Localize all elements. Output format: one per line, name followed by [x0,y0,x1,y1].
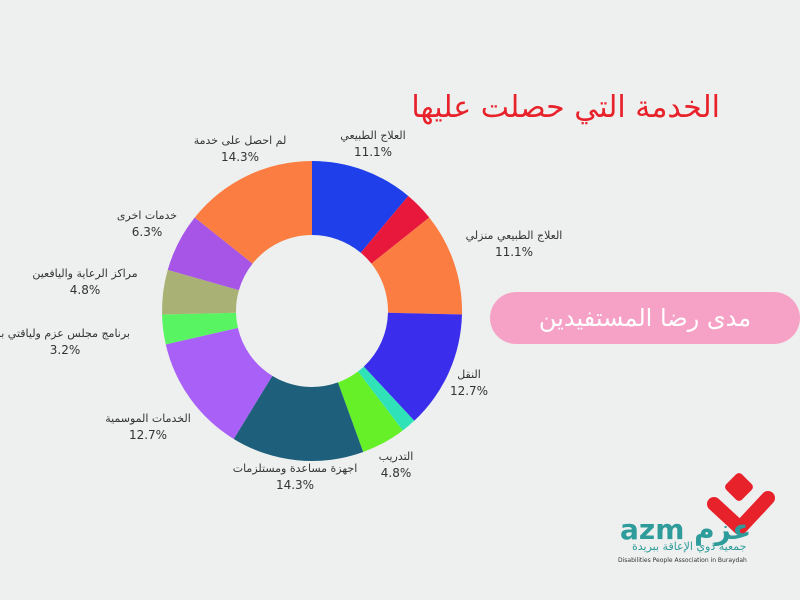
donut-slice-2 [371,217,462,315]
label-home-physical-therapy: العلاج الطبيعي منزلي 11.1% [465,229,563,259]
donut-slice-7 [165,327,273,439]
label-other-services: خدمات اخرى 6.3% [116,209,178,239]
donut-slice-11 [194,161,312,264]
donut-slice-3 [363,312,462,421]
azm-logo-icon [707,473,775,535]
donut-slice-4 [357,366,415,431]
donut-slice-0 [312,161,409,253]
logo-subtitle-arabic: جمعية ذوي الإعاقة ببريدة [632,540,747,553]
label-no-service: لم احصل على خدمة 14.3% [193,134,287,164]
donut-slice-8 [162,312,238,345]
label-assistive-devices: اجهزة مساعدة ومستلزمات 14.3% [232,462,358,492]
satisfaction-pill-label: مدى رضا المستفيدين [538,304,752,332]
chart-title: الخدمة التي حصلت عليها [411,90,720,125]
donut-slice-5 [337,371,403,452]
label-azm-council-program: برنامج مجلس عزم ولياقتي با 3.2% [0,327,130,357]
label-physical-therapy: العلاج الطبيعي 11.1% [340,129,406,159]
satisfaction-pill[interactable]: مدى رضا المستفيدين [490,292,800,344]
label-care-centers: مراكز الرعاية واليافعين 4.8% [32,267,138,297]
label-seasonal-services: الخدمات الموسمية 12.7% [105,412,191,442]
donut-slice-6 [233,375,364,461]
label-training: التدريب 4.8% [378,450,414,480]
logo-wordmark: azm عزم [620,513,752,546]
label-transport: النقل 12.7% [449,368,489,398]
donut-slice-1 [360,195,430,264]
donut-slice-10 [167,217,253,291]
donut-slice-9 [162,269,239,315]
logo-subtitle-english: Disabilities People Association in Buray… [618,557,747,564]
